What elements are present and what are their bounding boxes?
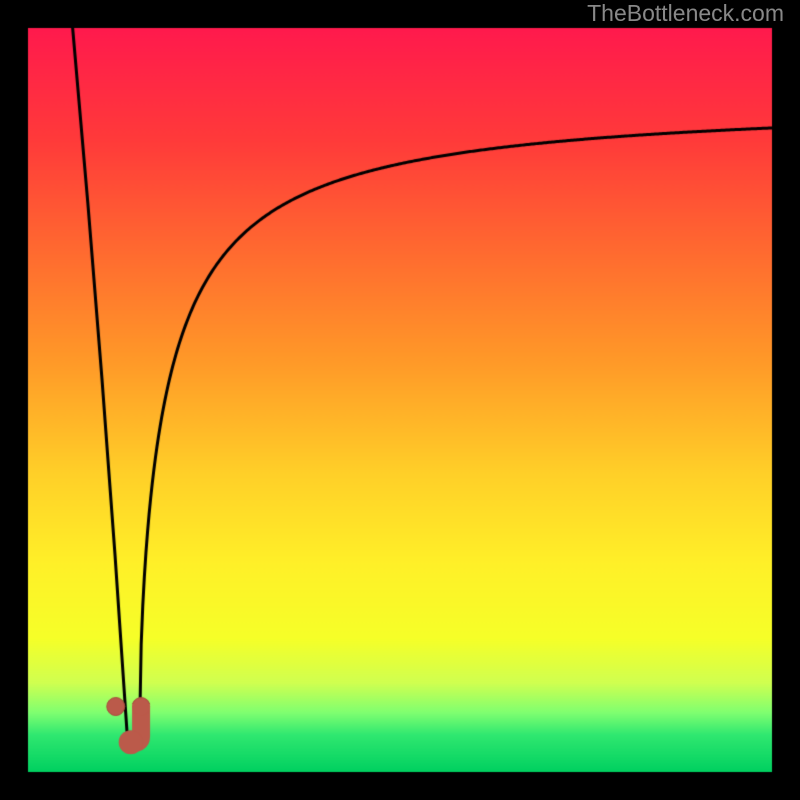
chart-root: TheBottleneck.com — [0, 0, 800, 800]
watermark-text: TheBottleneck.com — [587, 0, 784, 27]
bottleneck-chart-canvas — [0, 0, 800, 800]
